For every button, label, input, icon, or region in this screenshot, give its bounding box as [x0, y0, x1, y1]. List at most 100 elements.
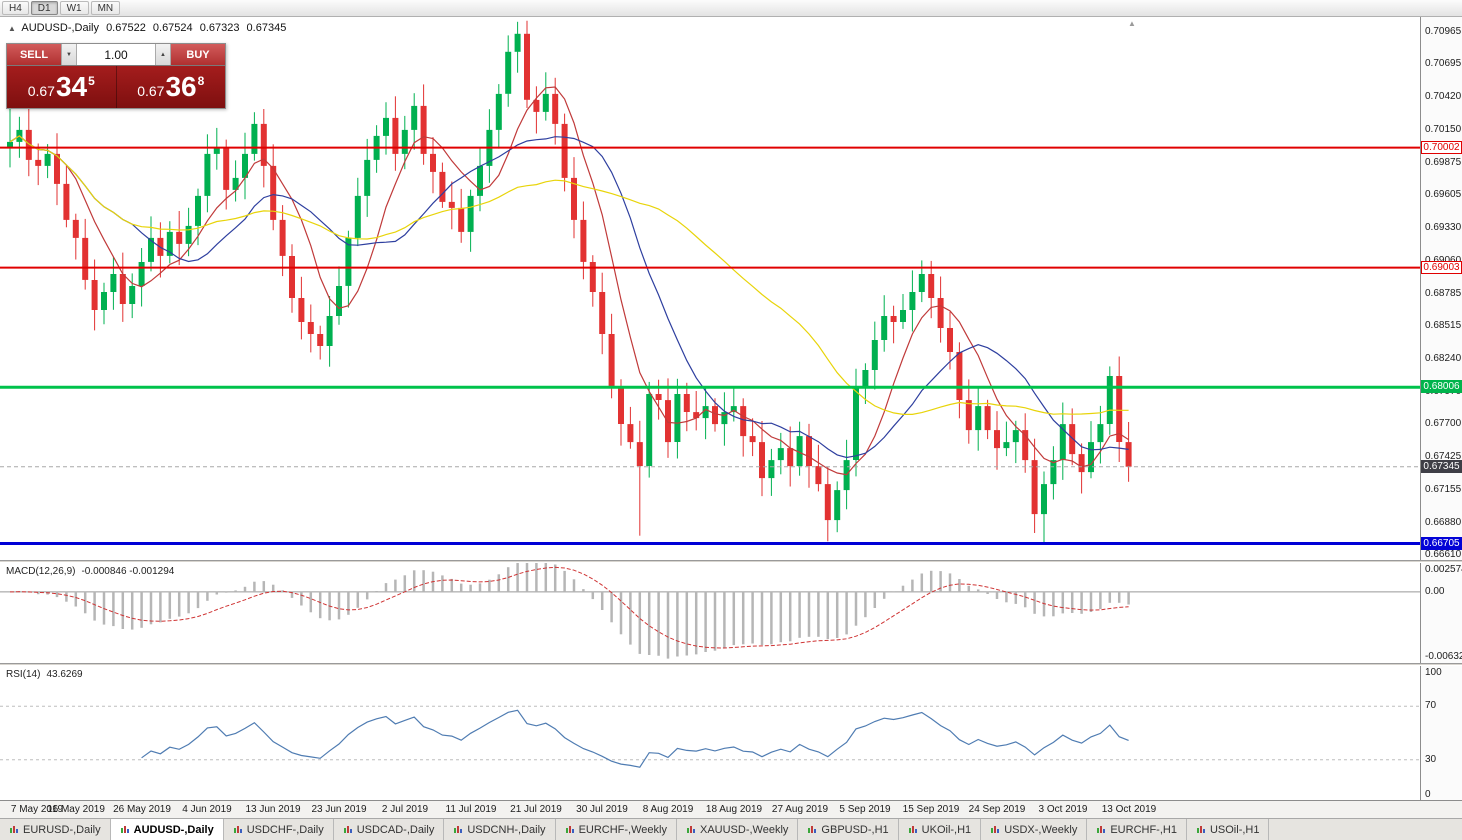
mini-chart-icon: [565, 825, 574, 833]
price-tag-0.70002: 0.70002: [1421, 141, 1462, 154]
chart-tab-eurusd-daily[interactable]: EURUSD-,Daily: [0, 819, 111, 840]
volume-decrease-button[interactable]: ▼: [61, 44, 77, 65]
date-label: 15 Sep 2019: [902, 804, 960, 815]
timeframe-button-w1[interactable]: W1: [59, 1, 89, 15]
buy-button[interactable]: BUY: [171, 44, 225, 65]
pane-splitter[interactable]: [0, 560, 1462, 563]
timeframe-button-d1[interactable]: D1: [30, 1, 58, 15]
mini-chart-icon: [1097, 825, 1106, 833]
mini-chart-icon: [1196, 825, 1205, 833]
chart-collapse-icon[interactable]: ▲: [8, 24, 16, 33]
ohlc-high: 0.67524: [152, 22, 193, 34]
sell-price-prefix: 0.67: [27, 83, 55, 99]
macd-axis-label: 0.002574: [1425, 564, 1462, 575]
ohlc-low: 0.67323: [199, 22, 240, 34]
price-tick-label: 0.68515: [1425, 320, 1462, 331]
tab-label: UKOil-,H1: [921, 823, 972, 836]
rsi-header: RSI(14) 43.6269: [6, 669, 89, 680]
price-axis[interactable]: 0.70965 0.70695 0.70420 0.70150 0.69875 0.696…: [1420, 17, 1462, 800]
mini-chart-icon: [233, 825, 242, 833]
date-label: 26 May 2019: [113, 804, 171, 815]
macd-name: MACD(12,26,9): [6, 566, 76, 577]
price-tick-label: 0.67155: [1425, 484, 1462, 495]
chart-title: ▲ AUDUSD-,Daily 0.67522 0.67524 0.67323 …: [8, 22, 290, 34]
date-label: 4 Jun 2019: [182, 804, 232, 815]
date-label: 7 May 2019: [10, 804, 64, 815]
sell-price[interactable]: 0.67 34 5: [7, 66, 117, 108]
trade-panel-prices: 0.67 34 5 0.67 36 8: [7, 66, 225, 108]
tab-label: USDCAD-,Daily: [356, 823, 435, 836]
price-tick-label: 0.66610: [1425, 549, 1462, 560]
chart-tab-usdx-weekly[interactable]: USDX-,Weekly: [981, 819, 1088, 840]
macd-values: -0.000846 -0.001294: [81, 566, 175, 577]
tab-label: XAUUSD-,Weekly: [699, 823, 789, 836]
timeframe-button-h4[interactable]: H4: [2, 1, 29, 15]
one-click-trading-panel: SELL ▼ ▲ BUY 0.67 34 5 0.67 36 8: [6, 43, 226, 109]
trade-panel-controls: SELL ▼ ▲ BUY: [7, 44, 225, 66]
chart-tab-usdchf-daily[interactable]: USDCHF-,Daily: [224, 819, 334, 840]
rsi-axis-label: 70: [1425, 700, 1437, 711]
chart-tab-eurchf-weekly[interactable]: EURCHF-,Weekly: [556, 819, 677, 840]
price-tag-0.69003: 0.69003: [1421, 261, 1462, 274]
date-label: 3 Oct 2019: [1038, 804, 1088, 815]
sell-button[interactable]: SELL: [7, 44, 61, 65]
chart-tab-eurchf-h1[interactable]: EURCHF-,H1: [1087, 819, 1187, 840]
chart-tab-ukoil-h1[interactable]: UKOil-,H1: [899, 819, 982, 840]
buy-price-prefix: 0.67: [137, 83, 165, 99]
price-tick-label: 0.69875: [1425, 157, 1462, 168]
rsi-pane[interactable]: RSI(14) 43.6269: [0, 666, 1420, 800]
rsi-name: RSI(14): [6, 669, 41, 680]
tab-label: EURCHF-,Weekly: [578, 823, 667, 836]
mini-chart-icon: [120, 825, 129, 833]
mini-chart-icon: [10, 825, 18, 833]
ohlc-close: 0.67345: [246, 22, 287, 34]
chart-tab-usdcnh-daily[interactable]: USDCNH-,Daily: [444, 819, 556, 840]
price-tag-0.66705: 0.66705: [1421, 537, 1462, 550]
macd-chart[interactable]: [0, 563, 1420, 663]
macd-pane[interactable]: MACD(12,26,9) -0.000846 -0.001294: [0, 563, 1420, 663]
date-label: 30 Jul 2019: [576, 804, 628, 815]
buy-price-pip: 8: [197, 74, 205, 88]
chart-shift-marker-icon[interactable]: ▲: [1128, 19, 1136, 28]
rsi-axis-label: 100: [1425, 667, 1442, 678]
date-label: 21 Jul 2019: [510, 804, 562, 815]
date-label: 27 Aug 2019: [771, 804, 829, 815]
tab-label: EURUSD-,Daily: [23, 823, 101, 836]
pane-splitter[interactable]: [0, 663, 1462, 666]
tab-label: USDCHF-,Daily: [246, 823, 324, 836]
tab-label: AUDUSD-,Daily: [133, 823, 214, 836]
price-tick-label: 0.69060: [1425, 255, 1461, 266]
date-label: 18 Aug 2019: [705, 804, 763, 815]
rsi-value: 43.6269: [46, 669, 83, 680]
volume-input[interactable]: [77, 44, 155, 65]
price-tag-0.67345: 0.67345: [1421, 460, 1462, 473]
price-tick-label: 0.70965: [1425, 26, 1462, 37]
chart-tab-xauusd-weekly[interactable]: XAUUSD-,Weekly: [677, 819, 799, 840]
price-tick-label: 0.67425: [1425, 451, 1462, 462]
date-label: 8 Aug 2019: [642, 804, 694, 815]
rsi-axis-label: 30: [1425, 754, 1437, 765]
price-tick-label: 0.68240: [1425, 353, 1462, 364]
buy-price[interactable]: 0.67 36 8: [117, 66, 226, 108]
macd-axis-label: 0.00: [1425, 586, 1445, 597]
timeframe-button-mn[interactable]: MN: [90, 1, 121, 15]
chart-tab-usoil-h1[interactable]: USOil-,H1: [1187, 819, 1270, 840]
price-tag-0.68006: 0.68006: [1421, 380, 1462, 393]
volume-increase-button[interactable]: ▲: [155, 44, 171, 65]
sell-price-pip: 5: [88, 74, 95, 88]
chart-tab-usdcad-daily[interactable]: USDCAD-,Daily: [334, 819, 445, 840]
chart-tab-gbpusd-h1[interactable]: GBPUSD-,H1: [798, 819, 899, 840]
tab-label: EURCHF-,H1: [1110, 823, 1177, 836]
rsi-chart[interactable]: [0, 666, 1420, 800]
candlestick-chart[interactable]: [0, 17, 1420, 560]
mini-chart-icon: [991, 825, 1000, 833]
chart-tab-audusd-daily[interactable]: AUDUSD-,Daily: [110, 819, 224, 840]
rsi-axis-label: 0: [1425, 789, 1431, 800]
buy-price-big: 36: [165, 71, 197, 102]
mini-chart-icon: [454, 825, 463, 833]
sell-price-big: 34: [55, 71, 88, 102]
time-axis[interactable]: 7 May 2019 16 May 2019 26 May 2019 4 Jun 20…: [0, 800, 1462, 818]
macd-axis-label: -0.006326: [1425, 651, 1462, 662]
main-chart-pane[interactable]: ▲ AUDUSD-,Daily 0.67522 0.67524 0.67323 …: [0, 17, 1420, 560]
